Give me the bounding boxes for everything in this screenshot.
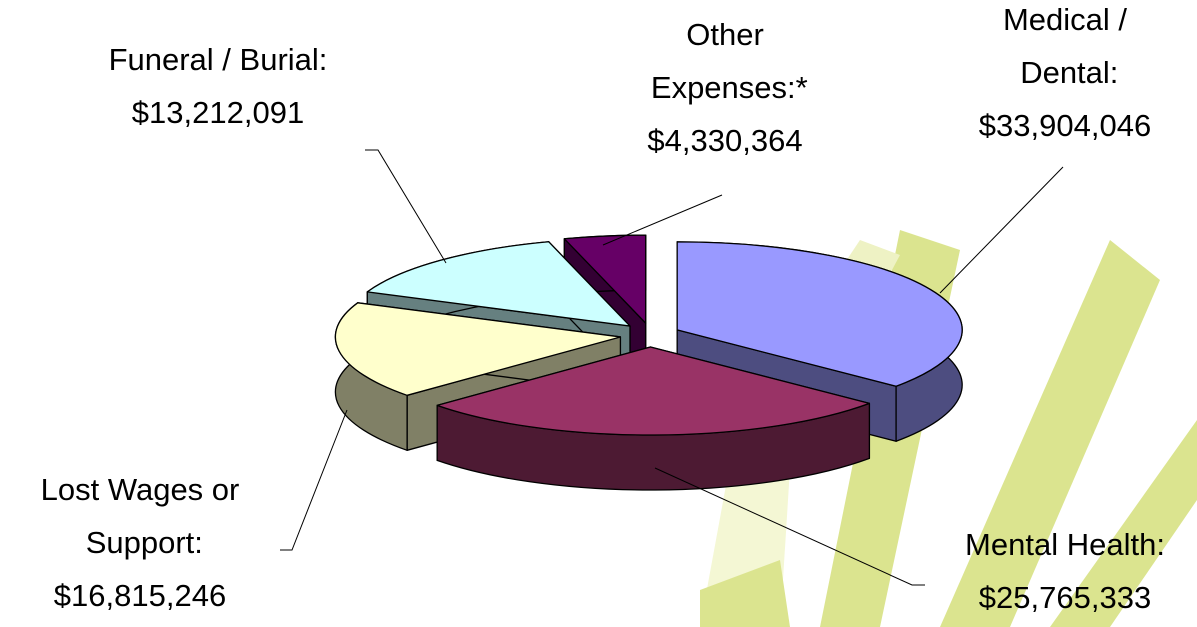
leader-line — [654, 467, 925, 586]
leader-line — [365, 149, 447, 264]
slice-top — [563, 234, 647, 324]
labels: Medical / Dental: $33,904,046 Mental Healt… — [41, 2, 1165, 615]
slice-top — [334, 302, 622, 396]
value-label: $4,330,364 — [647, 123, 802, 158]
leader-line — [939, 166, 1064, 294]
slice-top — [366, 241, 631, 327]
value-label: $13,212,091 — [132, 95, 304, 130]
leader-line — [602, 194, 723, 246]
pie — [334, 234, 963, 491]
slice-top — [676, 241, 963, 387]
value-label: $33,904,046 — [979, 108, 1151, 143]
leader-line — [280, 409, 348, 551]
value-label: $16,815,246 — [54, 578, 226, 613]
category-label: Lost Wages or Support: — [41, 472, 240, 560]
category-label: Medical / Dental: — [1003, 2, 1127, 90]
value-label: $25,765,333 — [979, 580, 1151, 615]
slice-top — [436, 346, 871, 436]
category-label: Mental Health: — [965, 527, 1165, 562]
category-label: Other Expenses:* — [642, 17, 807, 105]
category-label: Funeral / Burial: — [109, 42, 328, 77]
